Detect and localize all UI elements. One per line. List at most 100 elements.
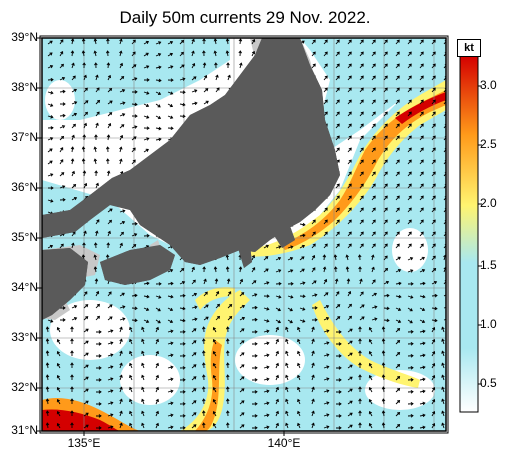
current-arrow bbox=[191, 266, 195, 273]
current-arrow bbox=[347, 75, 352, 81]
map-frame bbox=[41, 37, 447, 432]
current-arrow bbox=[419, 243, 424, 249]
current-arrow bbox=[381, 350, 386, 357]
current-arrow bbox=[383, 243, 388, 249]
current-arrow bbox=[213, 38, 218, 45]
current-arrow bbox=[155, 91, 162, 96]
current-arrow bbox=[191, 412, 197, 417]
current-arrow bbox=[381, 410, 386, 417]
current-arrow bbox=[106, 62, 111, 69]
current-arrow bbox=[70, 410, 74, 417]
current-arrow bbox=[368, 362, 373, 369]
current-arrow bbox=[419, 183, 424, 189]
current-arrow bbox=[131, 147, 136, 153]
current-arrow bbox=[383, 207, 388, 213]
current-arrow bbox=[323, 305, 330, 309]
current-arrow bbox=[179, 293, 186, 298]
current-arrow bbox=[59, 89, 66, 94]
current-arrow bbox=[107, 401, 114, 405]
current-arrow bbox=[431, 362, 436, 369]
current-arrow bbox=[333, 254, 338, 261]
current-arrow bbox=[299, 256, 305, 261]
current-arrow bbox=[335, 304, 341, 309]
current-arrow bbox=[395, 375, 401, 381]
current-arrow bbox=[419, 111, 424, 117]
current-arrow bbox=[251, 254, 256, 261]
colorbar bbox=[459, 55, 479, 413]
current-arrow bbox=[95, 330, 102, 334]
current-arrow bbox=[212, 362, 217, 369]
current-arrow bbox=[213, 266, 218, 273]
current-arrow bbox=[203, 88, 209, 93]
current-arrow bbox=[95, 303, 100, 309]
current-arrow bbox=[59, 147, 64, 153]
current-arrow bbox=[347, 159, 352, 165]
current-arrow bbox=[45, 374, 50, 381]
current-arrow bbox=[95, 99, 101, 105]
current-arrow bbox=[263, 329, 270, 333]
current-arrow bbox=[322, 266, 327, 273]
current-arrow bbox=[83, 111, 88, 117]
current-arrow bbox=[323, 353, 330, 357]
current-arrow bbox=[251, 414, 258, 418]
current-arrow bbox=[131, 306, 138, 311]
current-arrow bbox=[95, 87, 100, 93]
current-arrow bbox=[47, 199, 54, 203]
current-arrow bbox=[407, 171, 412, 177]
current-arrow bbox=[347, 303, 352, 309]
current-arrow bbox=[70, 374, 74, 381]
current-arrow bbox=[297, 362, 301, 369]
current-arrow bbox=[419, 171, 424, 177]
current-arrow bbox=[179, 268, 185, 273]
current-arrow bbox=[227, 74, 231, 81]
current-arrow bbox=[107, 377, 114, 381]
current-arrow bbox=[56, 422, 61, 429]
current-arrow bbox=[368, 398, 373, 405]
current-arrow bbox=[347, 111, 352, 117]
current-arrow bbox=[129, 362, 133, 369]
current-arrow bbox=[141, 422, 145, 429]
current-arrow bbox=[225, 374, 230, 381]
current-arrow bbox=[323, 317, 330, 321]
shikoku-land-overlay bbox=[100, 245, 175, 285]
colorbar-tick-0-5: 0.5 bbox=[480, 376, 497, 390]
current-arrow bbox=[70, 158, 75, 165]
current-arrow bbox=[129, 422, 133, 429]
current-arrow bbox=[95, 378, 102, 382]
current-arrow bbox=[141, 350, 145, 357]
current-arrow bbox=[383, 195, 388, 201]
current-arrow bbox=[383, 147, 388, 153]
current-arrow bbox=[59, 185, 66, 189]
current-arrow bbox=[107, 100, 113, 105]
current-arrow bbox=[119, 89, 126, 93]
current-arrow bbox=[335, 195, 340, 201]
current-arrow bbox=[441, 374, 445, 381]
current-arrow bbox=[381, 326, 386, 333]
current-arrow bbox=[155, 126, 162, 131]
current-arrow bbox=[335, 243, 340, 249]
current-arrow bbox=[94, 62, 98, 69]
current-arrow bbox=[203, 278, 207, 285]
current-arrow bbox=[71, 101, 78, 105]
current-arrow bbox=[47, 65, 54, 69]
current-arrow bbox=[155, 374, 159, 381]
current-arrow bbox=[191, 352, 197, 357]
current-arrow bbox=[335, 135, 340, 141]
current-arrow bbox=[47, 186, 54, 190]
current-arrow bbox=[95, 402, 102, 406]
current-arrow bbox=[275, 319, 281, 324]
current-arrow bbox=[323, 231, 328, 237]
current-arrow bbox=[275, 245, 282, 249]
current-arrow bbox=[239, 400, 245, 405]
current-arrow bbox=[141, 374, 145, 381]
current-arrow bbox=[383, 111, 388, 117]
current-arrow bbox=[347, 328, 353, 333]
current-arrow bbox=[395, 207, 400, 213]
current-arrow bbox=[368, 386, 373, 393]
current-arrow bbox=[83, 316, 89, 321]
colorbar-tick-1-5: 1.5 bbox=[480, 258, 497, 272]
current-arrow bbox=[56, 362, 61, 369]
current-arrow bbox=[212, 374, 217, 381]
current-arrow bbox=[431, 75, 436, 81]
current-arrow bbox=[179, 330, 186, 334]
